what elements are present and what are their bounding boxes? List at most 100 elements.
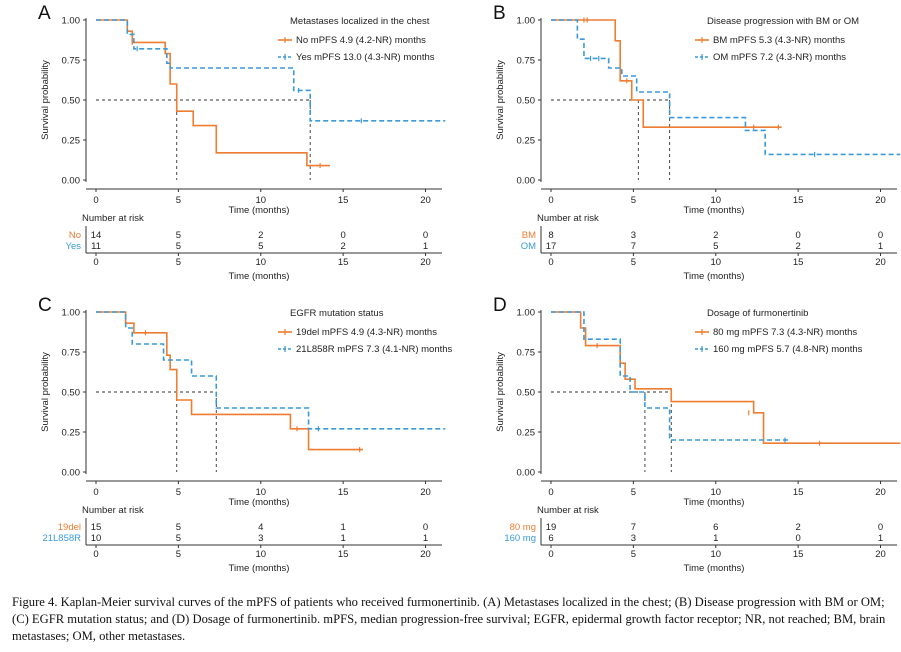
legend-entry: 80 mg mPFS 7.3 (4.3-NR) months bbox=[713, 327, 857, 338]
risk-value: 1 bbox=[878, 241, 883, 252]
risk-x-axis-label: Time (months) bbox=[684, 563, 745, 574]
y-tick-label: 0.25 bbox=[62, 428, 81, 439]
km-curve-no bbox=[96, 19, 330, 167]
legend-title: Disease progression with BM or OM bbox=[707, 16, 859, 27]
x-axis-label: Time (months) bbox=[229, 205, 290, 216]
y-tick-label: 0.00 bbox=[517, 176, 536, 187]
risk-x-axis-label: Time (months) bbox=[229, 271, 290, 282]
km-curve-om bbox=[551, 19, 901, 156]
risk-x-tick-label: 20 bbox=[420, 257, 431, 268]
y-axis-label: Survival probability bbox=[40, 60, 51, 140]
legend-entry: No mPFS 4.9 (4.2-NR) months bbox=[296, 35, 426, 46]
risk-x-tick-label: 20 bbox=[875, 549, 886, 560]
x-tick-label: 5 bbox=[176, 195, 181, 206]
x-tick-label: 15 bbox=[793, 195, 804, 206]
x-tick-label: 0 bbox=[548, 195, 553, 206]
risk-x-tick-label: 5 bbox=[176, 257, 181, 268]
risk-x-tick-label: 15 bbox=[793, 549, 804, 560]
risk-value: 3 bbox=[631, 533, 636, 544]
risk-x-tick-label: 10 bbox=[710, 257, 721, 268]
legend-entry: BM mPFS 5.3 (4.3-NR) months bbox=[713, 35, 845, 46]
legend-title: Metastases localized in the chest bbox=[290, 16, 430, 27]
x-tick-label: 0 bbox=[93, 195, 98, 206]
x-tick-label: 5 bbox=[631, 487, 636, 498]
x-tick-label: 10 bbox=[255, 487, 266, 498]
risk-row-label: OM bbox=[521, 241, 536, 252]
risk-row-label: 160 mg bbox=[504, 533, 536, 544]
legend-entry: Yes mPFS 13.0 (4.3-NR) months bbox=[296, 52, 435, 63]
y-tick-label: 0.75 bbox=[517, 56, 536, 67]
risk-x-tick-label: 5 bbox=[631, 549, 636, 560]
risk-x-tick-label: 5 bbox=[631, 257, 636, 268]
y-tick-label: 0.00 bbox=[62, 468, 81, 479]
risk-table-title: Number at risk bbox=[82, 213, 144, 224]
km-curve-19del bbox=[96, 311, 363, 451]
y-axis-label: Survival probability bbox=[495, 60, 506, 140]
x-tick-label: 0 bbox=[548, 487, 553, 498]
x-tick-label: 20 bbox=[875, 195, 886, 206]
risk-value: 4 bbox=[258, 522, 263, 533]
y-tick-label: 0.75 bbox=[62, 56, 81, 67]
risk-x-tick-label: 0 bbox=[93, 549, 98, 560]
risk-value: 1 bbox=[423, 533, 428, 544]
risk-x-axis-label: Time (months) bbox=[684, 271, 745, 282]
risk-value: 1 bbox=[340, 533, 345, 544]
km-curve-bm bbox=[551, 19, 782, 128]
risk-x-tick-label: 15 bbox=[338, 257, 349, 268]
x-axis-label: Time (months) bbox=[229, 497, 290, 508]
risk-value: 1 bbox=[713, 533, 718, 544]
y-tick-label: 1.00 bbox=[517, 16, 536, 27]
risk-value: 0 bbox=[340, 230, 345, 241]
risk-value: 17 bbox=[546, 241, 557, 252]
risk-value: 2 bbox=[340, 241, 345, 252]
y-tick-label: 1.00 bbox=[517, 308, 536, 319]
risk-value: 10 bbox=[91, 533, 102, 544]
legend-entry: 160 mg mPFS 5.7 (4.8-NR) months bbox=[713, 344, 863, 355]
risk-value: 5 bbox=[176, 533, 181, 544]
risk-value: 5 bbox=[176, 522, 181, 533]
risk-value: 1 bbox=[423, 241, 428, 252]
risk-x-tick-label: 10 bbox=[255, 549, 266, 560]
km-curve-21l858r bbox=[96, 311, 446, 430]
legend-title: Dosage of furmonertinib bbox=[707, 308, 808, 319]
risk-value: 1 bbox=[340, 522, 345, 533]
risk-value: 7 bbox=[631, 522, 636, 533]
risk-x-tick-label: 10 bbox=[255, 257, 266, 268]
y-axis-label: Survival probability bbox=[40, 352, 51, 432]
x-axis-label: Time (months) bbox=[684, 205, 745, 216]
x-tick-label: 10 bbox=[710, 487, 721, 498]
figure-caption: Figure 4. Kaplan-Meier survival curves o… bbox=[12, 595, 886, 643]
y-axis-label: Survival probability bbox=[495, 352, 506, 432]
risk-x-tick-label: 20 bbox=[875, 257, 886, 268]
risk-row-label: Yes bbox=[66, 241, 82, 252]
risk-value: 5 bbox=[713, 241, 718, 252]
risk-value: 19 bbox=[546, 522, 557, 533]
panel-letter: A bbox=[38, 3, 51, 24]
risk-value: 2 bbox=[795, 522, 800, 533]
risk-value: 2 bbox=[258, 230, 263, 241]
legend-title: EGFR mutation status bbox=[290, 308, 384, 319]
risk-x-tick-label: 15 bbox=[338, 549, 349, 560]
risk-x-tick-label: 0 bbox=[548, 549, 553, 560]
y-tick-label: 0.25 bbox=[517, 136, 536, 147]
risk-x-tick-label: 20 bbox=[420, 549, 431, 560]
risk-value: 0 bbox=[795, 533, 800, 544]
km-curve-160mg bbox=[551, 311, 790, 441]
y-tick-label: 0.50 bbox=[62, 388, 81, 399]
y-tick-label: 0.75 bbox=[517, 348, 536, 359]
legend-entry: 19del mPFS 4.9 (4.3-NR) months bbox=[296, 327, 437, 338]
risk-row-label: No bbox=[69, 230, 81, 241]
risk-value: 8 bbox=[548, 230, 553, 241]
y-tick-label: 0.50 bbox=[62, 96, 81, 107]
risk-value: 14 bbox=[91, 230, 102, 241]
risk-value: 1 bbox=[878, 533, 883, 544]
risk-value: 0 bbox=[423, 522, 428, 533]
risk-row-label: 21L858R bbox=[42, 533, 81, 544]
x-tick-label: 20 bbox=[420, 195, 431, 206]
y-tick-label: 0.00 bbox=[517, 468, 536, 479]
risk-value: 3 bbox=[631, 230, 636, 241]
y-tick-label: 0.50 bbox=[517, 388, 536, 399]
